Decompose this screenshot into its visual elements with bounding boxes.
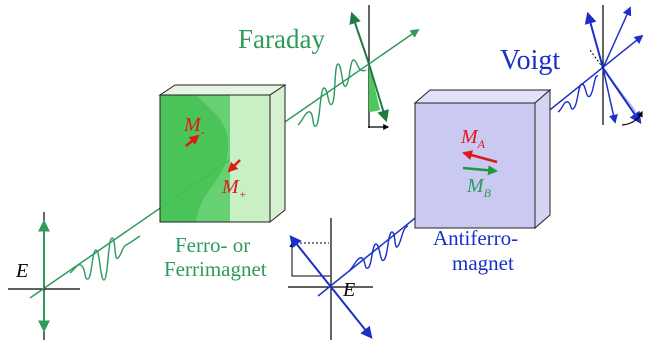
voigt-setup: MA MB Voigt E Antiferro- magnet bbox=[288, 5, 644, 340]
faraday-e-label: E bbox=[15, 260, 28, 282]
domain-minus-arrow bbox=[185, 134, 200, 147]
voigt-title: Voigt bbox=[500, 45, 560, 76]
voigt-input-e-arrow bbox=[289, 235, 332, 288]
ferrimagnet-sample bbox=[158, 84, 287, 224]
sublattice-b-arrow bbox=[462, 165, 498, 176]
voigt-e-label: E bbox=[342, 279, 355, 301]
faraday-sample-label-2: Ferrimagnet bbox=[164, 257, 267, 281]
voigt-input-e-arrow-down bbox=[330, 286, 373, 339]
faraday-setup: M- M+ Faraday E Ferro- or Ferrimagnet bbox=[8, 5, 420, 340]
faraday-output-e-arrow bbox=[349, 11, 370, 65]
voigt-input-wave bbox=[349, 225, 409, 271]
voigt-input-axes bbox=[288, 218, 373, 340]
domain-plus-arrow bbox=[227, 159, 241, 173]
antiferromagnet-sample bbox=[413, 88, 552, 230]
sublattice-b-label: MB bbox=[466, 175, 492, 200]
voigt-output-e-arrow-down-2 bbox=[602, 67, 618, 124]
faraday-output-wave bbox=[297, 59, 367, 127]
faraday-output-e-arrow-down bbox=[368, 63, 389, 123]
sublattice-a-arrow bbox=[462, 150, 498, 164]
domain-minus-label: M- bbox=[183, 114, 205, 139]
voigt-output-e-arrow bbox=[584, 11, 604, 69]
voigt-output-e-arrow-down bbox=[602, 67, 642, 124]
voigt-sample-label-2: magnet bbox=[452, 251, 514, 275]
faraday-input-wave bbox=[69, 235, 141, 281]
faraday-title: Faraday bbox=[238, 24, 325, 54]
sublattice-a-label: MA bbox=[460, 126, 486, 151]
voigt-output-wave bbox=[557, 75, 599, 113]
voigt-sample-label-1: Antiferro- bbox=[433, 226, 518, 250]
voigt-output-e-arrow-2 bbox=[602, 6, 632, 69]
faraday-sample-label-1: Ferro- or bbox=[175, 233, 250, 257]
voigt-rotation-angle-arrow bbox=[621, 110, 643, 126]
domain-plus-label: M+ bbox=[221, 176, 247, 201]
